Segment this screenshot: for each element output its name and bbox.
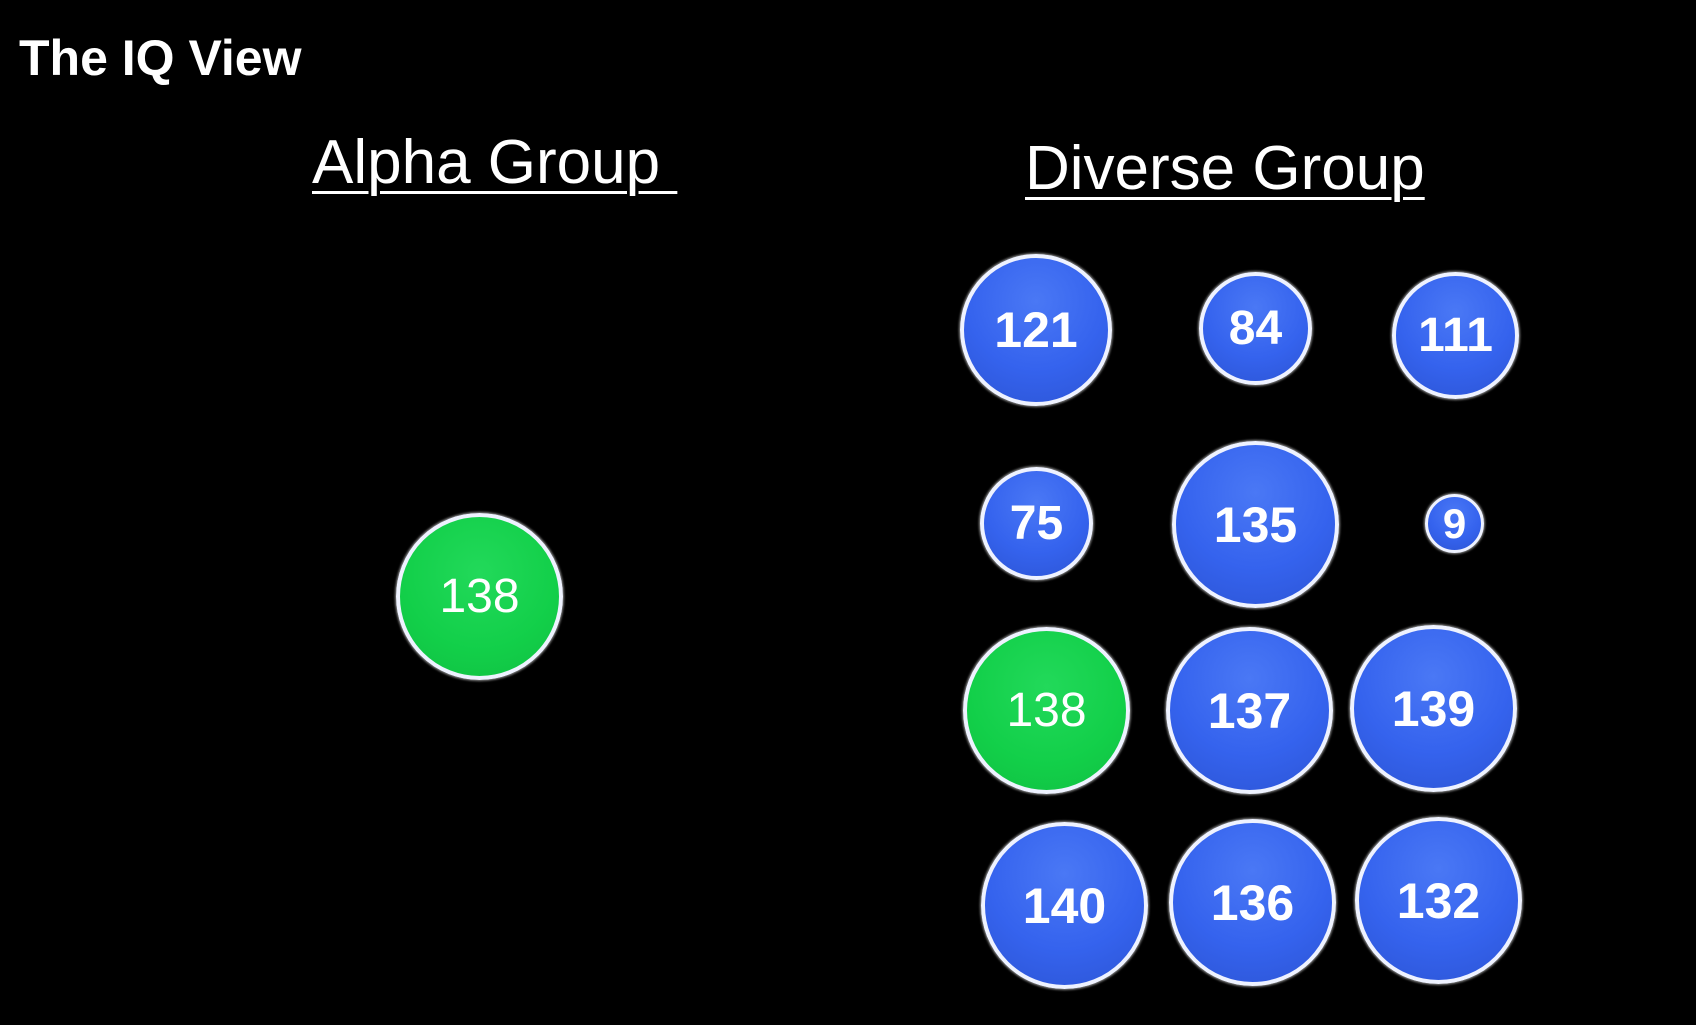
diverse-group-heading: Diverse Group [1025, 134, 1425, 203]
diverse-member-circle: 137 [1166, 627, 1333, 794]
iq-value: 84 [1228, 302, 1283, 355]
iq-value: 138 [439, 570, 520, 623]
diverse-member-circle: 9 [1425, 494, 1484, 553]
alpha-member-circle: 138 [396, 513, 563, 680]
iq-value: 138 [1006, 684, 1087, 737]
diverse-member-circle-highlighted: 138 [963, 627, 1130, 794]
iq-value: 137 [1207, 682, 1292, 739]
iq-value: 135 [1213, 496, 1298, 553]
iq-value: 132 [1396, 872, 1481, 929]
diverse-member-circle: 75 [980, 467, 1093, 580]
diverse-member-circle: 132 [1355, 817, 1522, 984]
diverse-member-circle: 136 [1169, 819, 1336, 986]
slide-title: The IQ View [19, 30, 302, 86]
diverse-member-circle: 140 [981, 822, 1148, 989]
iq-value: 121 [994, 302, 1078, 358]
diverse-member-circle: 111 [1392, 272, 1519, 399]
iq-value: 139 [1391, 680, 1476, 737]
diverse-member-circle: 139 [1350, 625, 1517, 792]
diverse-member-circle: 135 [1172, 441, 1339, 608]
alpha-group-heading: Alpha Group [312, 128, 678, 197]
iq-value: 111 [1418, 309, 1493, 362]
diverse-member-circle: 121 [960, 254, 1112, 406]
iq-value: 75 [1009, 497, 1064, 550]
iq-value: 140 [1022, 877, 1107, 934]
iq-value: 9 [1442, 499, 1467, 547]
diverse-member-circle: 84 [1199, 272, 1312, 385]
iq-value: 136 [1210, 874, 1295, 931]
